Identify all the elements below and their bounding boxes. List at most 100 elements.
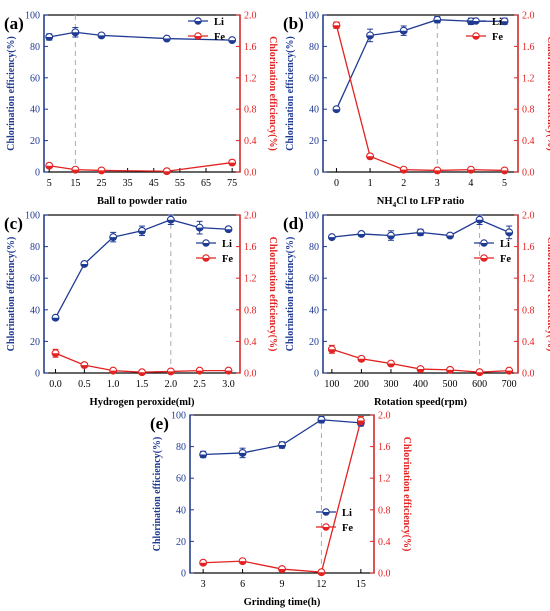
legend-marker-fill	[480, 243, 488, 247]
x-tick-label: 5	[502, 178, 507, 189]
y-right-tick-label: 0.0	[522, 168, 535, 179]
legend-label: Li	[492, 17, 502, 28]
y-right-tick-label: 0.8	[378, 505, 391, 516]
y-left-tick-label: 40	[309, 105, 319, 116]
legend-label: Li	[222, 239, 232, 250]
point-fill	[239, 561, 246, 565]
panel-label: (a)	[4, 14, 24, 33]
y-left-tick-label: 60	[309, 274, 319, 285]
panel-c: 0.0 0.5 1.0 1.5 2.0 2.5 3.0 0 20 40 60 80 100 0.0 0.4 0…	[4, 211, 278, 409]
y-left-tick-label: 60	[176, 474, 186, 485]
point-fill	[417, 232, 424, 236]
panel-d: 100 200 300 400 500 600 700 0 20 40 60 80 100 0.0 0.4 0…	[283, 211, 550, 409]
y-left-tick-label: 0	[35, 168, 40, 179]
legend-label: Fe	[492, 32, 503, 43]
x-tick-label: 55	[175, 178, 185, 189]
point-fill	[199, 562, 207, 567]
y-left-axis-label: Chlorination efficiency(%)	[152, 437, 163, 552]
x-tick-label: 300	[383, 379, 398, 390]
y-right-tick-label: 2.0	[378, 411, 391, 422]
y-right-tick-label: 0.4	[378, 537, 391, 548]
y-left-tick-label: 40	[309, 305, 319, 316]
point-fill	[318, 419, 325, 424]
x-tick-label: 400	[413, 379, 428, 390]
plot-frame	[322, 14, 519, 173]
point-fill	[433, 19, 441, 24]
x-tick-label: 0	[334, 178, 339, 189]
y-right-axis-label: Chlorination efficiency(%)	[545, 36, 550, 151]
y-left-tick-label: 60	[309, 73, 319, 84]
panel-label: (e)	[150, 414, 169, 433]
plot-frame	[43, 214, 241, 374]
y-right-tick-label: 1.6	[522, 242, 535, 253]
y-left-axis-label: Chlorination efficiency(%)	[6, 237, 17, 352]
x-tick-label: 0.0	[49, 379, 62, 390]
y-left-tick-label: 20	[309, 136, 319, 147]
legend-marker-fill	[202, 258, 210, 262]
x-tick-label: 700	[502, 379, 517, 390]
panel-label: (c)	[4, 214, 23, 233]
y-right-tick-label: 2.0	[244, 11, 257, 22]
y-left-tick-label: 100	[25, 211, 40, 222]
x-tick-label: 1.0	[107, 379, 120, 390]
y-left-tick-label: 40	[30, 305, 40, 316]
point-fill	[71, 169, 79, 174]
y-left-tick-label: 40	[176, 505, 186, 516]
y-right-tick-label: 1.6	[244, 242, 257, 253]
point-fill	[328, 237, 336, 241]
y-left-tick-label: 20	[30, 136, 40, 147]
y-right-axis-label: Chlorination efficiency(%)	[545, 237, 550, 352]
y-left-tick-label: 0	[181, 569, 186, 580]
legend-label: Fe	[222, 254, 233, 265]
x-tick-label: 600	[472, 379, 487, 390]
point-fill	[278, 569, 286, 573]
point-fill	[501, 21, 508, 25]
point-fill	[71, 32, 79, 36]
y-left-tick-label: 60	[30, 274, 40, 285]
y-left-axis-label: Chlorination efficiency(%)	[285, 36, 296, 151]
series-line-li	[203, 419, 361, 456]
y-right-tick-label: 1.2	[244, 274, 257, 285]
point-fill	[228, 162, 236, 166]
legend-marker-fill	[194, 36, 202, 40]
plot-frame	[322, 214, 519, 374]
point-fill	[501, 170, 508, 174]
x-tick-label: 200	[354, 379, 369, 390]
x-tick-label: 3	[201, 579, 206, 590]
x-axis-label: Ball to powder ratio	[97, 196, 187, 207]
y-right-tick-label: 1.2	[522, 274, 535, 285]
y-right-tick-label: 0.8	[244, 305, 257, 316]
legend-label: Fe	[342, 523, 353, 534]
panel-label: (d)	[283, 214, 304, 233]
y-right-tick-label: 1.2	[378, 474, 391, 485]
y-left-tick-label: 20	[309, 337, 319, 348]
point-fill	[358, 233, 365, 238]
x-tick-label: 15	[356, 579, 366, 590]
x-tick-label: 4	[468, 178, 473, 189]
point-fill	[52, 317, 59, 322]
legend-marker-fill	[202, 243, 210, 247]
legend-label: Li	[500, 239, 510, 250]
y-left-tick-label: 60	[30, 73, 40, 84]
legend-label: Fe	[214, 32, 225, 43]
y-right-tick-label: 0.0	[244, 168, 257, 179]
point-fill	[278, 445, 286, 449]
x-tick-label: 75	[227, 178, 237, 189]
y-right-tick-label: 2.0	[244, 211, 257, 222]
point-fill	[467, 169, 475, 174]
y-right-tick-label: 0.4	[244, 136, 257, 147]
y-left-tick-label: 100	[171, 411, 186, 422]
x-tick-label: 3.0	[222, 379, 235, 390]
y-left-tick-label: 80	[309, 242, 319, 253]
point-fill	[163, 38, 171, 42]
x-tick-label: 15	[70, 178, 80, 189]
y-right-tick-label: 1.6	[244, 42, 257, 53]
y-left-tick-label: 20	[30, 337, 40, 348]
y-right-tick-label: 0.0	[378, 569, 391, 580]
series-line-li	[335, 19, 505, 110]
y-right-tick-label: 0.4	[522, 337, 535, 348]
point-fill	[109, 237, 117, 241]
y-left-axis-label: Chlorination efficiency(%)	[285, 237, 296, 352]
y-right-tick-label: 0.4	[244, 337, 257, 348]
point-fill	[167, 219, 175, 224]
